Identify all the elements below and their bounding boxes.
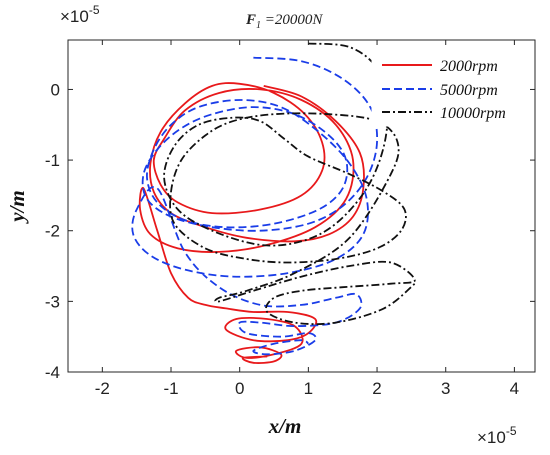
series-layer xyxy=(131,42,416,364)
y-tick-label: -2 xyxy=(45,222,60,241)
y-axis-label: y/m xyxy=(5,190,29,225)
series-line-2000rpm xyxy=(138,82,365,364)
y-tick-label: -1 xyxy=(45,151,60,170)
x-axis-label: x/m xyxy=(268,414,302,438)
ticks-layer: -2 -1 0 1 2 3 4 0 -1 -2 -3 -4 xyxy=(45,40,535,398)
x-tick-label: 3 xyxy=(441,379,450,398)
y-tick-label: 0 xyxy=(51,80,60,99)
y-exponent: ×10-5 xyxy=(60,3,100,26)
x-tick-label: 1 xyxy=(304,379,313,398)
series-line-10000rpm xyxy=(163,42,416,325)
y-tick-label: -3 xyxy=(45,292,60,311)
legend-label-10000rpm: 10000rpm xyxy=(440,105,506,122)
legend-label-5000rpm: 5000rpm xyxy=(440,82,498,99)
legend-label-2000rpm: 2000rpm xyxy=(440,58,498,75)
x-tick-label: -2 xyxy=(95,379,110,398)
x-tick-label: 0 xyxy=(235,379,244,398)
series-line-5000rpm xyxy=(131,56,379,356)
x-tick-label: 4 xyxy=(510,379,519,398)
y-tick-label: -4 xyxy=(45,363,60,382)
x-tick-label: 2 xyxy=(372,379,381,398)
x-tick-label: -1 xyxy=(163,379,178,398)
legend: 2000rpm 5000rpm 10000rpm xyxy=(371,49,529,127)
x-exponent: ×10-5 xyxy=(477,424,517,447)
chart-title: F1 =20000N xyxy=(245,12,323,31)
